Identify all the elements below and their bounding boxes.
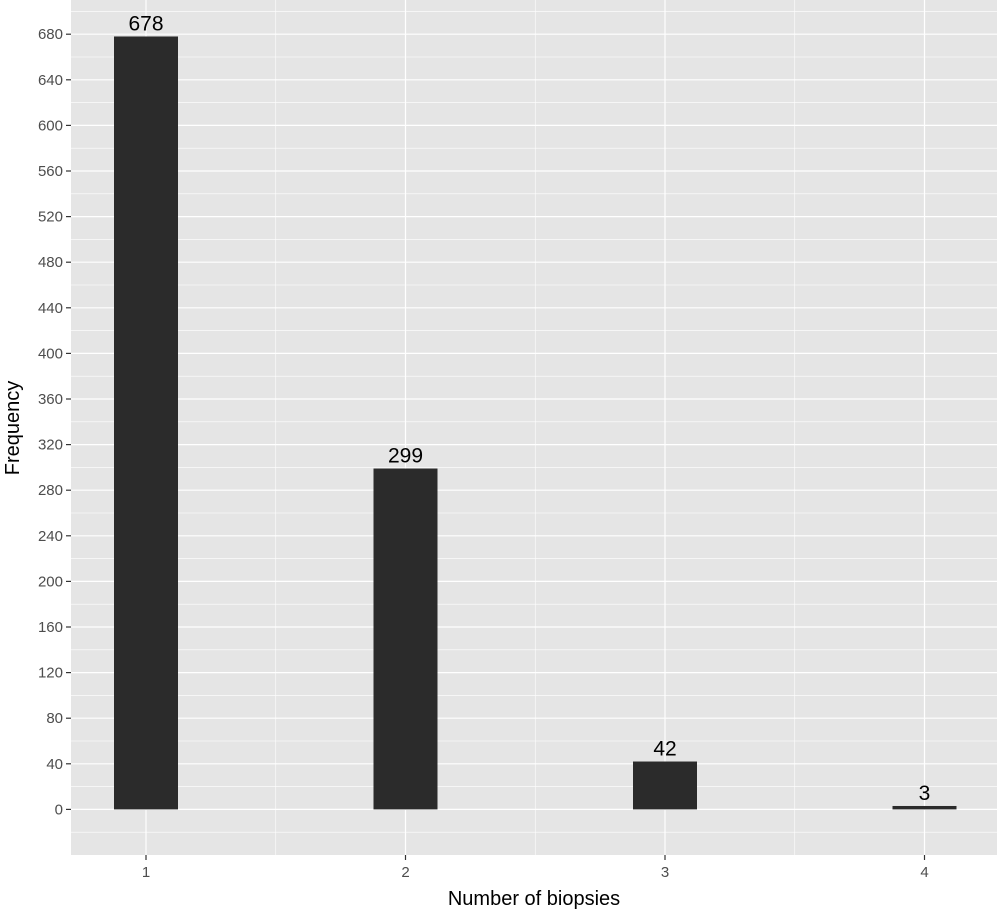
- x-axis: 1 2 3 4: [142, 855, 929, 881]
- y-tick-label: 400: [38, 345, 63, 362]
- y-axis-title: Frequency: [2, 381, 24, 476]
- bars: [114, 36, 957, 810]
- y-tick-label: 280: [38, 482, 63, 499]
- x-axis-title: Number of biopsies: [448, 888, 620, 910]
- x-tick-label: 4: [920, 864, 928, 881]
- bar-3: [633, 761, 697, 810]
- y-tick-label: 640: [38, 72, 63, 89]
- y-tick-label: 40: [46, 756, 63, 773]
- y-tick-label: 200: [38, 573, 63, 590]
- data-label: 42: [653, 738, 676, 761]
- y-tick-label: 320: [38, 437, 63, 454]
- x-tick-label: 1: [142, 864, 150, 881]
- data-label: 299: [388, 445, 423, 468]
- y-tick-label: 680: [38, 26, 63, 43]
- y-tick-label: 480: [38, 254, 63, 271]
- y-tick-label: 520: [38, 209, 63, 226]
- panel-background: [71, 0, 997, 855]
- y-tick-label: 0: [55, 801, 63, 818]
- y-tick-label: 120: [38, 665, 63, 682]
- minor-grid: [71, 0, 997, 855]
- bar-4: [892, 805, 957, 810]
- data-label: 3: [919, 782, 931, 805]
- y-tick-label: 440: [38, 300, 63, 317]
- y-tick-label: 360: [38, 391, 63, 408]
- data-label: 678: [128, 12, 163, 35]
- x-tick-label: 3: [661, 864, 669, 881]
- bar-2: [373, 468, 438, 810]
- y-tick-label: 600: [38, 117, 63, 134]
- y-tick-label: 80: [46, 710, 63, 727]
- data-labels: 678 299 42 3: [128, 12, 931, 805]
- y-tick-label: 160: [38, 619, 63, 636]
- y-tick-label: 240: [38, 528, 63, 545]
- bar-1: [114, 36, 178, 810]
- x-tick-label: 2: [401, 864, 409, 881]
- y-axis: 0 40 80 120 160 200 240 280 320 360 400 440 480 520 56…: [38, 26, 71, 818]
- y-tick-label: 560: [38, 163, 63, 180]
